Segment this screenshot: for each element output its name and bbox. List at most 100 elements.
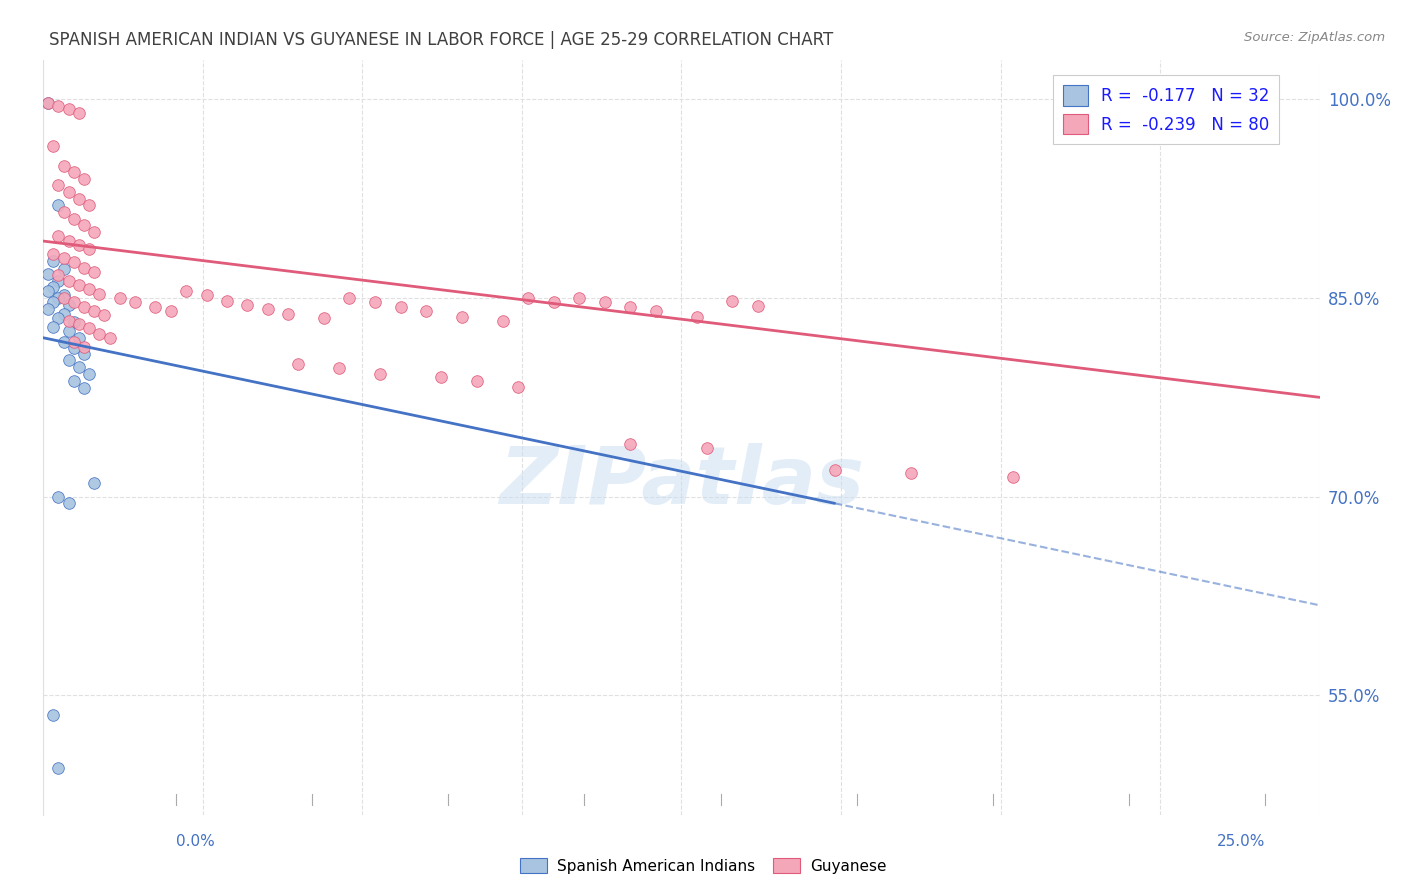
Point [328,361,350,376]
Point [195,288,218,302]
Point [48,198,70,212]
Point [89,326,111,341]
Point [67,105,90,120]
Point [277,307,299,321]
Point [37,267,59,281]
Point [37,301,59,316]
Point [67,331,90,345]
Point [58,185,80,199]
Point [42,138,65,153]
Point [67,318,90,332]
Point [62,375,84,389]
Point [48,274,70,288]
Point [900,466,922,480]
Point [67,238,90,252]
Point [67,192,90,206]
Point [124,295,146,310]
Point [389,300,412,314]
Point [77,242,100,256]
Text: 25.0%: 25.0% [1218,834,1265,849]
Point [492,313,515,327]
Point [48,268,70,283]
Point [159,304,181,318]
Point [73,340,96,354]
Point [83,225,105,239]
Point [93,308,115,322]
Point [450,310,472,324]
Point [42,280,65,294]
Point [83,304,105,318]
Point [62,211,84,226]
Point [517,291,540,305]
Point [52,334,75,349]
Point [215,293,238,308]
Point [312,310,335,325]
Point [42,320,65,334]
Point [339,291,361,305]
Point [77,282,100,296]
Point [48,490,70,504]
Point [236,298,259,312]
Point [83,264,105,278]
Legend: R =  -0.177   N = 32, R =  -0.239   N = 80: R = -0.177 N = 32, R = -0.239 N = 80 [1053,76,1279,145]
Point [696,441,718,455]
Point [108,291,131,305]
Point [58,298,80,312]
Point [145,300,167,314]
Point [721,293,744,308]
Point [58,234,80,248]
Point [52,159,75,173]
Point [174,285,197,299]
Point [52,288,75,302]
Point [37,96,59,111]
Point [77,321,100,335]
Point [48,310,70,325]
Point [747,299,769,313]
Text: Source: ZipAtlas.com: Source: ZipAtlas.com [1244,31,1385,45]
Point [543,295,565,310]
Point [42,295,65,310]
Point [368,367,391,381]
Point [62,255,84,269]
Point [89,287,111,301]
Point [77,198,100,212]
Text: 0.0%: 0.0% [176,834,215,849]
Point [568,291,591,305]
Point [52,291,75,305]
Point [58,353,80,368]
Point [58,274,80,288]
Point [824,463,846,477]
Point [73,300,96,314]
Point [98,331,121,345]
Point [619,300,641,314]
Point [42,708,65,723]
Point [48,228,70,243]
Point [593,295,616,310]
Point [58,313,80,327]
Point [48,178,70,193]
Point [256,301,278,316]
Text: SPANISH AMERICAN INDIAN VS GUYANESE IN LABOR FORCE | AGE 25-29 CORRELATION CHART: SPANISH AMERICAN INDIAN VS GUYANESE IN L… [49,31,834,49]
Point [287,357,309,371]
Point [42,254,65,268]
Point [52,261,75,276]
Point [48,99,70,113]
Point [83,476,105,491]
Point [42,247,65,261]
Point [77,367,100,381]
Point [73,260,96,275]
Point [73,381,96,395]
Point [37,285,59,299]
Point [62,315,84,329]
Point [58,496,80,510]
Point [465,375,488,389]
Point [686,310,709,324]
Point [364,295,387,310]
Point [644,304,666,318]
Point [52,252,75,266]
Point [73,171,96,186]
Legend: Spanish American Indians, Guyanese: Spanish American Indians, Guyanese [513,852,893,880]
Point [73,218,96,232]
Point [1002,470,1025,484]
Point [506,380,529,394]
